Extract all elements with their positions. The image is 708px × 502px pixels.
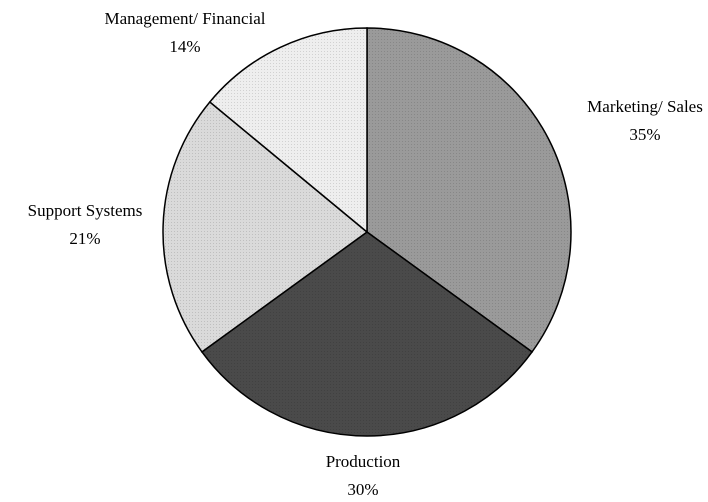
slice-value-label: 35% bbox=[629, 125, 660, 144]
slice-label: Production bbox=[326, 452, 401, 471]
slice-texture bbox=[201, 232, 533, 437]
slice-value-label: 30% bbox=[347, 480, 378, 499]
slice-value-label: 21% bbox=[69, 229, 100, 248]
slice-label: Management/ Financial bbox=[105, 9, 266, 28]
slice-value-label: 14% bbox=[169, 37, 200, 56]
slice-texture bbox=[163, 101, 367, 352]
slice-texture bbox=[209, 28, 367, 232]
slice-label: Support Systems bbox=[28, 201, 143, 220]
slice-texture bbox=[367, 28, 571, 352]
slice-label: Marketing/ Sales bbox=[587, 97, 703, 116]
